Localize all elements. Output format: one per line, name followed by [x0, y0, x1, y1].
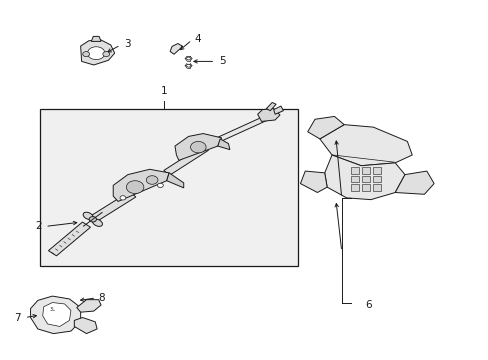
Polygon shape — [324, 155, 404, 200]
Polygon shape — [175, 134, 221, 160]
Bar — [372, 176, 380, 182]
Bar — [351, 167, 359, 174]
Text: 7: 7 — [14, 313, 21, 323]
Bar — [362, 167, 369, 174]
Circle shape — [89, 217, 96, 222]
Text: 3L: 3L — [49, 307, 55, 312]
Polygon shape — [319, 125, 411, 166]
Bar — [351, 176, 359, 182]
Text: 3: 3 — [123, 39, 130, 49]
Polygon shape — [394, 171, 433, 194]
Polygon shape — [163, 145, 208, 175]
Polygon shape — [113, 169, 169, 202]
Polygon shape — [81, 40, 115, 65]
Circle shape — [186, 57, 190, 60]
Polygon shape — [166, 173, 183, 188]
Bar — [372, 184, 380, 191]
Polygon shape — [170, 44, 183, 54]
Text: 5: 5 — [218, 57, 225, 66]
Polygon shape — [48, 222, 90, 256]
Text: 6: 6 — [365, 300, 371, 310]
Circle shape — [186, 64, 190, 67]
Bar — [362, 184, 369, 191]
Circle shape — [146, 176, 158, 184]
Polygon shape — [217, 139, 229, 150]
Polygon shape — [91, 36, 101, 41]
Bar — [372, 167, 380, 174]
Text: 1: 1 — [161, 86, 167, 96]
Polygon shape — [42, 302, 71, 327]
Text: 4: 4 — [195, 34, 201, 44]
Polygon shape — [218, 114, 272, 141]
Polygon shape — [77, 300, 101, 312]
Polygon shape — [89, 192, 136, 222]
Circle shape — [87, 47, 105, 60]
Polygon shape — [74, 318, 97, 334]
Bar — [362, 176, 369, 182]
Circle shape — [120, 196, 125, 200]
Bar — [40, 109, 297, 266]
Circle shape — [126, 181, 143, 194]
Polygon shape — [266, 103, 276, 111]
Text: 2: 2 — [35, 221, 41, 231]
Text: 8: 8 — [99, 293, 105, 302]
Circle shape — [190, 141, 205, 153]
Polygon shape — [273, 106, 283, 114]
Ellipse shape — [83, 212, 93, 220]
Circle shape — [82, 51, 89, 57]
Bar — [351, 184, 359, 191]
Polygon shape — [257, 109, 280, 121]
Circle shape — [157, 183, 163, 188]
Circle shape — [102, 51, 109, 57]
Polygon shape — [300, 171, 326, 193]
Polygon shape — [307, 116, 344, 139]
Polygon shape — [30, 296, 81, 334]
Ellipse shape — [92, 219, 102, 226]
